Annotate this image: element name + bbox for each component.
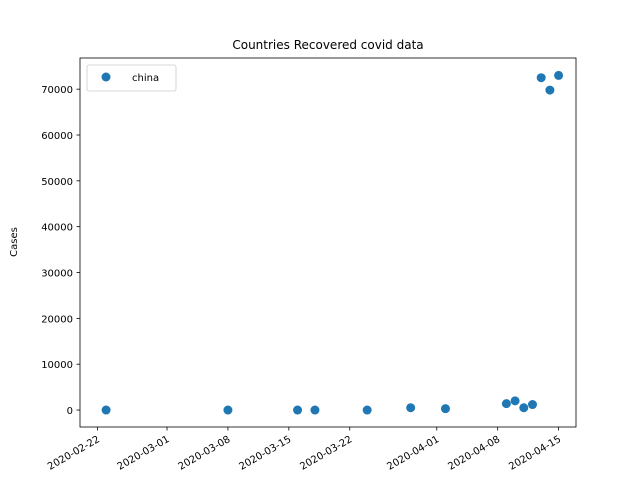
- data-points: [101, 70, 564, 415]
- y-tick-label: 50000: [41, 177, 73, 188]
- chart-title: Countries Recovered covid data: [232, 38, 423, 52]
- legend-marker-china: [101, 72, 111, 82]
- y-tick-label: 70000: [41, 85, 73, 96]
- legend-label-china: china: [132, 73, 159, 84]
- data-point-china: [406, 403, 416, 413]
- legend-box: [86, 64, 177, 92]
- data-point-china: [362, 405, 372, 415]
- y-axis: 0 10000 20000 30000 40000 50000 60000 70000: [41, 85, 80, 417]
- data-point-china: [536, 73, 546, 83]
- plot-area-frame: [79, 57, 577, 428]
- data-point-china: [293, 405, 303, 415]
- y-tick-label: 20000: [41, 314, 73, 325]
- data-point-china: [519, 403, 529, 413]
- data-point-china: [527, 400, 537, 410]
- y-axis-label: Cases: [9, 227, 20, 257]
- data-point-china: [545, 85, 555, 95]
- data-point-china: [554, 70, 564, 80]
- data-point-china: [101, 405, 111, 415]
- y-tick-label: 60000: [41, 131, 73, 142]
- y-tick-label: 10000: [41, 360, 73, 371]
- y-tick-label: 40000: [41, 223, 73, 234]
- data-point-china: [510, 396, 520, 406]
- y-tick-label: 30000: [41, 269, 73, 280]
- y-tick-label: 0: [67, 406, 73, 417]
- y-axis-label-group: Cases: [9, 227, 20, 257]
- data-point-china: [501, 399, 511, 409]
- data-point-china: [223, 405, 233, 415]
- data-point-china: [440, 404, 450, 414]
- legend: china: [86, 64, 177, 92]
- data-point-china: [310, 405, 320, 415]
